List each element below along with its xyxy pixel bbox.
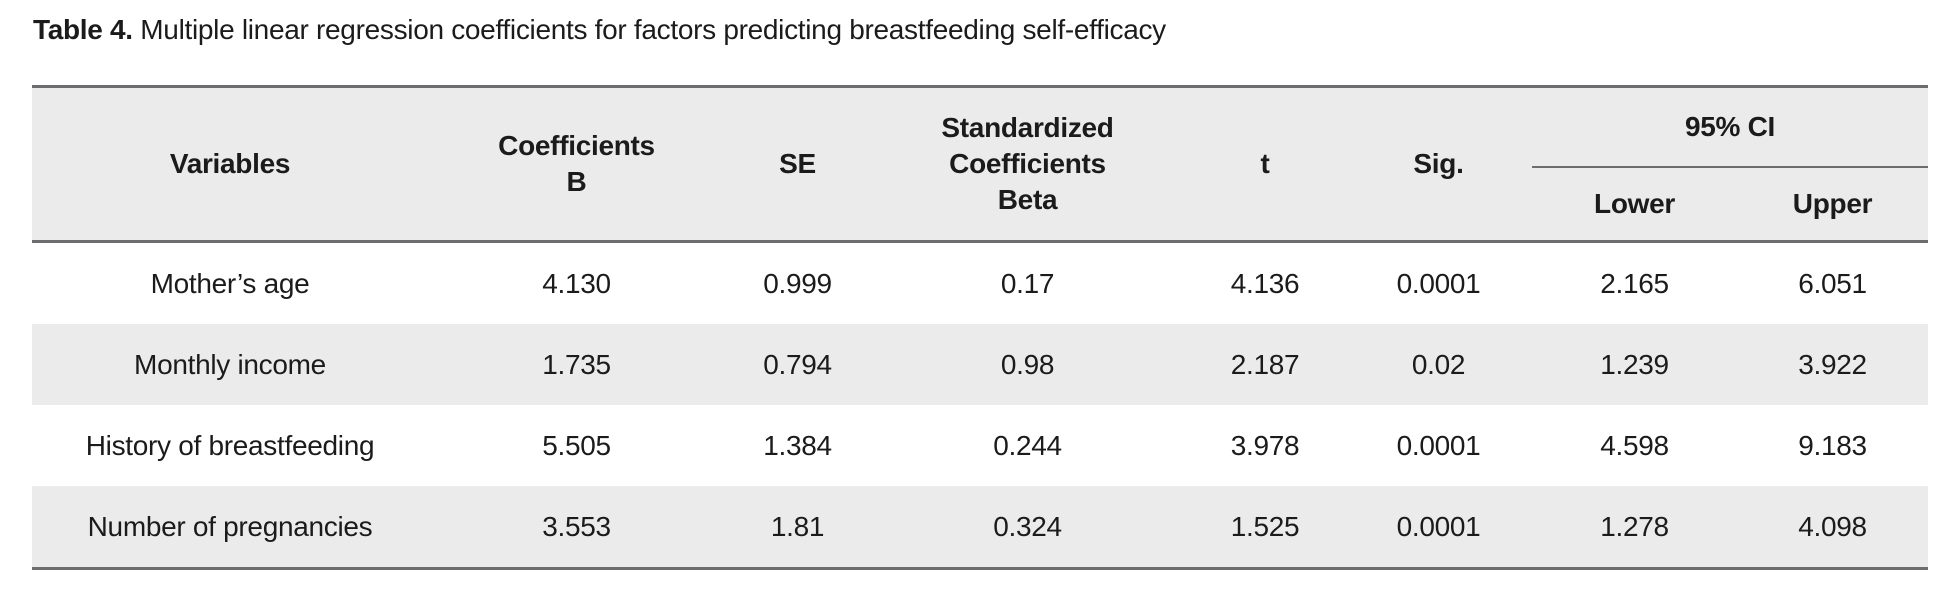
table-caption-text: Multiple linear regression coefficients … <box>140 14 1166 45</box>
cell-se: 0.794 <box>763 348 832 380</box>
cell-se: 1.81 <box>770 510 825 542</box>
cell-variable: Number of pregnancies <box>87 510 373 542</box>
cell-b: 4.130 <box>542 267 611 299</box>
cell-t: 3.978 <box>1230 429 1300 461</box>
table-row: Number of pregnancies 3.553 1.81 0.324 1… <box>32 486 1928 567</box>
col-header-ci-lower: Lower <box>1594 188 1675 220</box>
cell-b: 3.553 <box>542 510 611 542</box>
cell-se: 1.384 <box>763 429 832 461</box>
cell-sig: 0.0001 <box>1396 267 1481 299</box>
col-header-variables-label: Variables <box>169 148 291 180</box>
cell-t: 1.525 <box>1230 510 1300 542</box>
col-header-t: t <box>1260 148 1270 180</box>
cell-sig: 0.0001 <box>1396 429 1481 461</box>
cell-beta: 0.98 <box>1000 348 1055 380</box>
table-row: History of breastfeeding 5.505 1.384 0.2… <box>32 405 1928 486</box>
cell-ci-lower: 1.278 <box>1600 510 1669 542</box>
col-header-coefficients-b: Coefficients B <box>498 130 655 197</box>
cell-t: 2.187 <box>1230 348 1300 380</box>
cell-ci-upper: 3.922 <box>1798 348 1867 380</box>
ci-group-divider <box>1532 166 1928 168</box>
table-row: Mother’s age 4.130 0.999 0.17 4.136 0.00… <box>32 243 1928 324</box>
cell-ci-lower: 4.598 <box>1600 429 1669 461</box>
cell-ci-upper: 6.051 <box>1798 267 1867 299</box>
table-header-row: Variables Coefficients B SE Standardized… <box>32 88 1928 243</box>
cell-beta: 0.244 <box>993 429 1062 461</box>
cell-sig: 0.0001 <box>1396 510 1481 542</box>
col-header-95ci: 95% CI <box>1684 111 1776 142</box>
regression-table: Variables Coefficients B SE Standardized… <box>32 85 1928 570</box>
cell-se: 0.999 <box>763 267 832 299</box>
col-header-ci-upper: Upper <box>1792 188 1873 220</box>
cell-b: 1.735 <box>542 348 611 380</box>
col-header-variables: Variables <box>32 88 428 240</box>
cell-ci-upper: 4.098 <box>1798 510 1867 542</box>
cell-variable: History of breastfeeding <box>85 429 375 461</box>
cell-b: 5.505 <box>542 429 611 461</box>
cell-beta: 0.324 <box>993 510 1062 542</box>
cell-ci-lower: 2.165 <box>1600 267 1669 299</box>
cell-variable: Mother’s age <box>150 267 310 299</box>
cell-sig: 0.02 <box>1411 348 1466 380</box>
cell-ci-lower: 1.239 <box>1600 348 1669 380</box>
cell-ci-upper: 9.183 <box>1798 429 1867 461</box>
table-row: Monthly income 1.735 0.794 0.98 2.187 0.… <box>32 324 1928 405</box>
col-header-se: SE <box>779 148 816 180</box>
cell-t: 4.136 <box>1230 267 1300 299</box>
col-header-ci-group: 95% CI Lower Upper <box>1532 88 1928 240</box>
col-header-sig: Sig. <box>1413 148 1464 180</box>
ci-subheaders: Lower Upper <box>1532 168 1928 240</box>
table-caption-label: Table 4. <box>33 14 133 45</box>
col-header-standardized-beta: Standardized Coefficients Beta <box>941 112 1114 215</box>
table-caption: Table 4. Multiple linear regression coef… <box>33 12 1166 48</box>
cell-beta: 0.17 <box>1000 267 1055 299</box>
cell-variable: Monthly income <box>134 348 326 380</box>
